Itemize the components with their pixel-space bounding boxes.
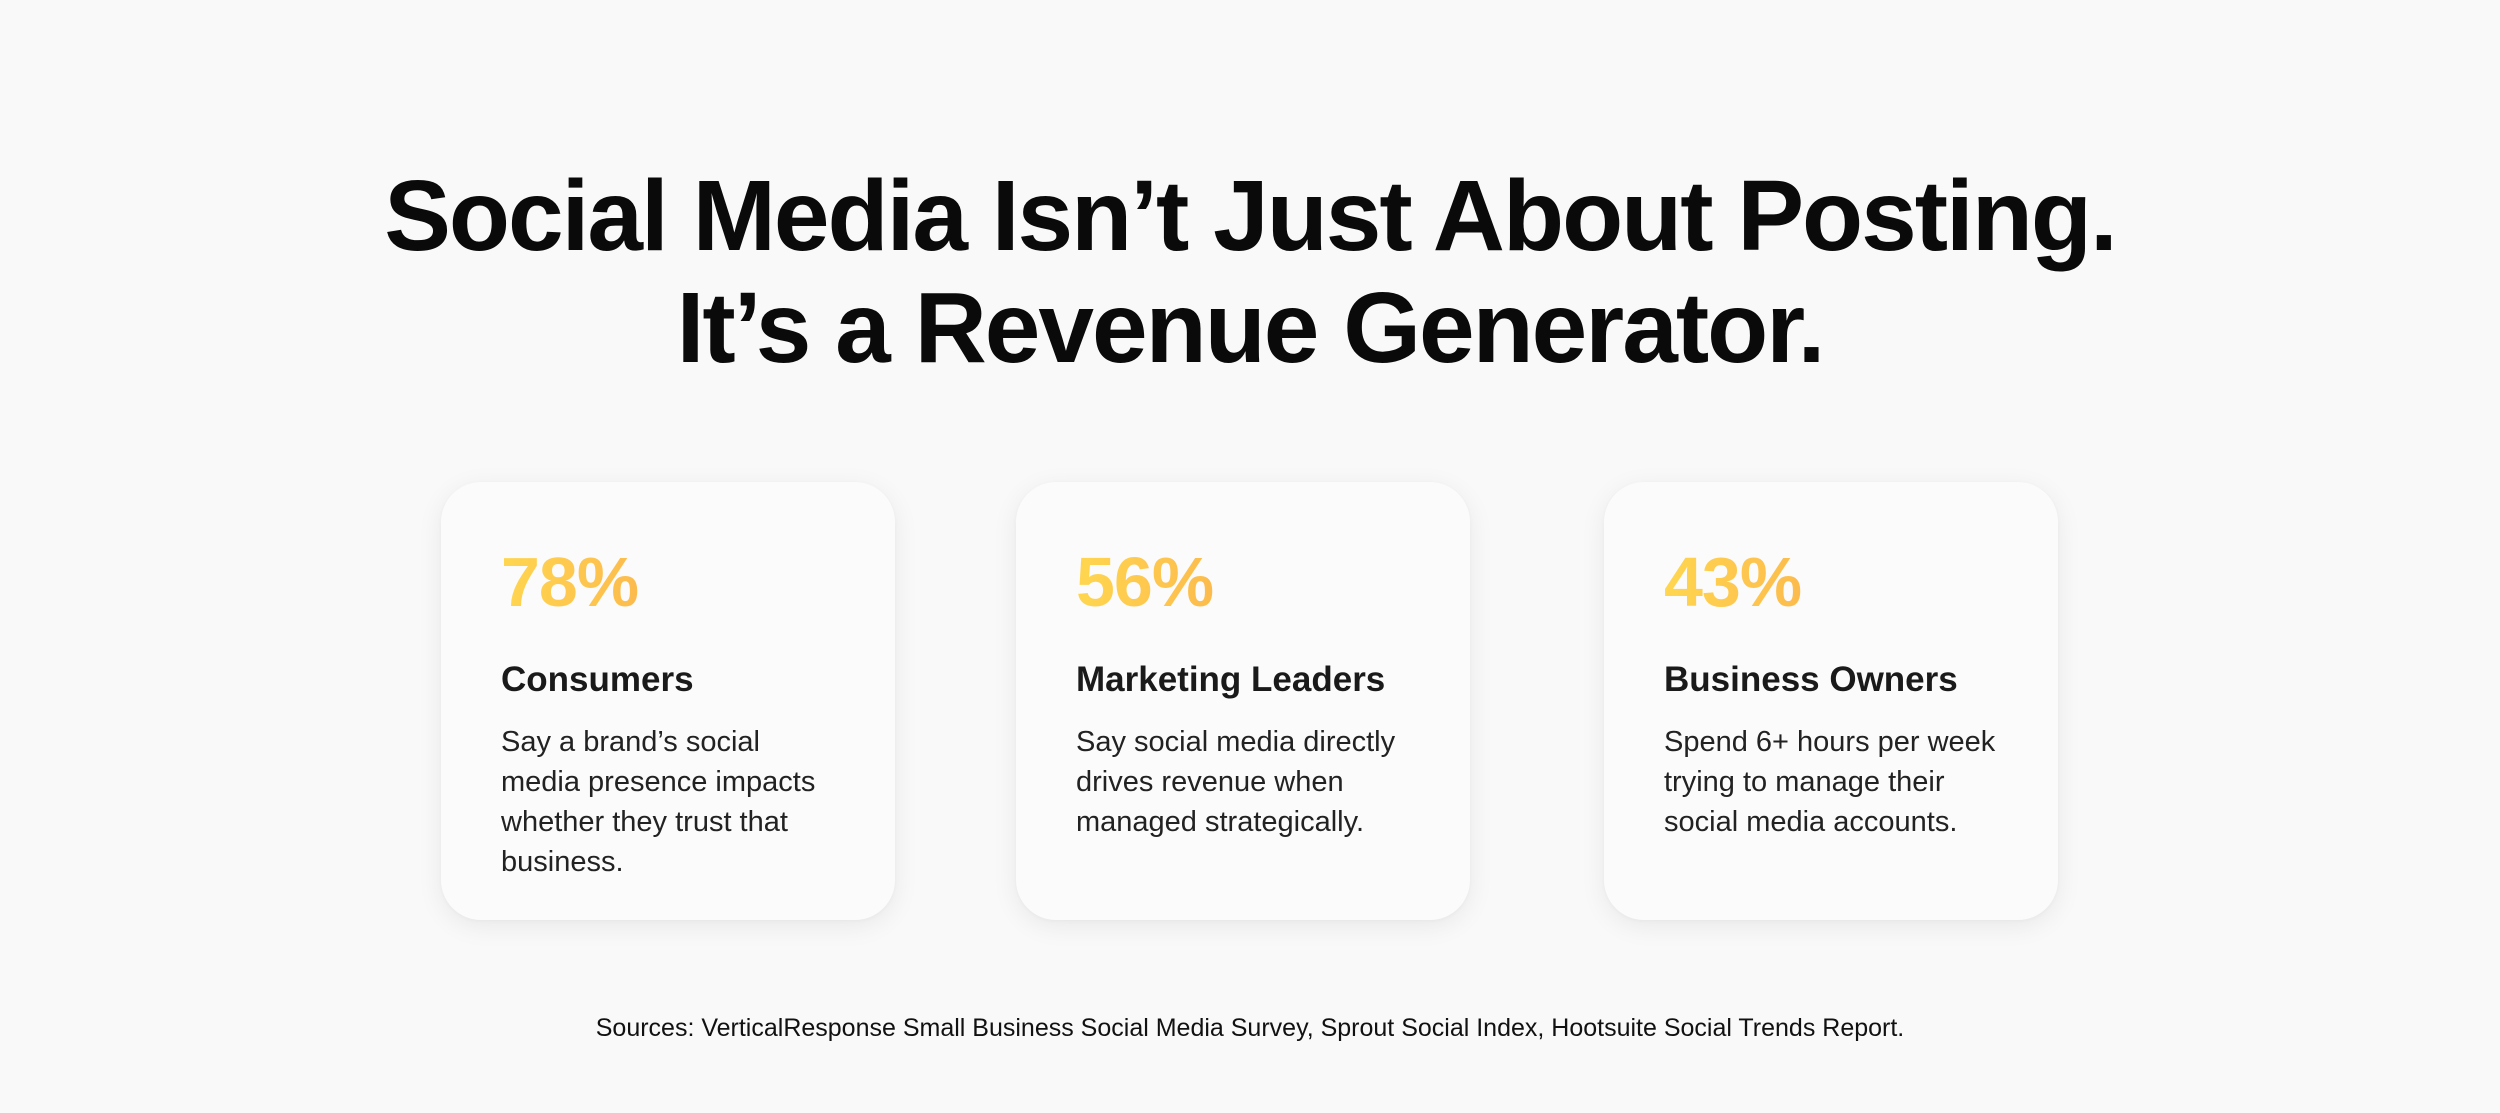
- stat-card-business-owners: 43% Business Owners Spend 6+ hours per w…: [1604, 482, 2058, 920]
- stat-description: Say a brand’s social media presence impa…: [501, 726, 816, 878]
- sources-note: Sources: VerticalResponse Small Business…: [595, 1014, 1905, 1042]
- stat-value: 56%: [1076, 544, 1414, 620]
- stat-card-marketing-leaders: 56% Marketing Leaders Say social media d…: [1016, 482, 1470, 920]
- headline-line-2: It’s a Revenue Generator.: [676, 272, 1826, 384]
- stat-description: Spend 6+ hours per week trying to manage…: [1664, 726, 1996, 838]
- stat-title: Consumers: [501, 660, 694, 699]
- stat-value: 78%: [501, 544, 839, 620]
- headline-line-1: Social Media Isn’t Just About Posting.: [384, 160, 2118, 272]
- stat-description: Say social media directly drives revenue…: [1076, 726, 1396, 838]
- stat-value: 43%: [1664, 544, 2002, 620]
- stat-title: Business Owners: [1664, 660, 1958, 699]
- headline: Social Media Isn’t Just About Posting. I…: [0, 160, 2500, 384]
- stat-card-consumers: 78% Consumers Say a brand’s social media…: [441, 482, 895, 920]
- stat-title: Marketing Leaders: [1076, 660, 1386, 699]
